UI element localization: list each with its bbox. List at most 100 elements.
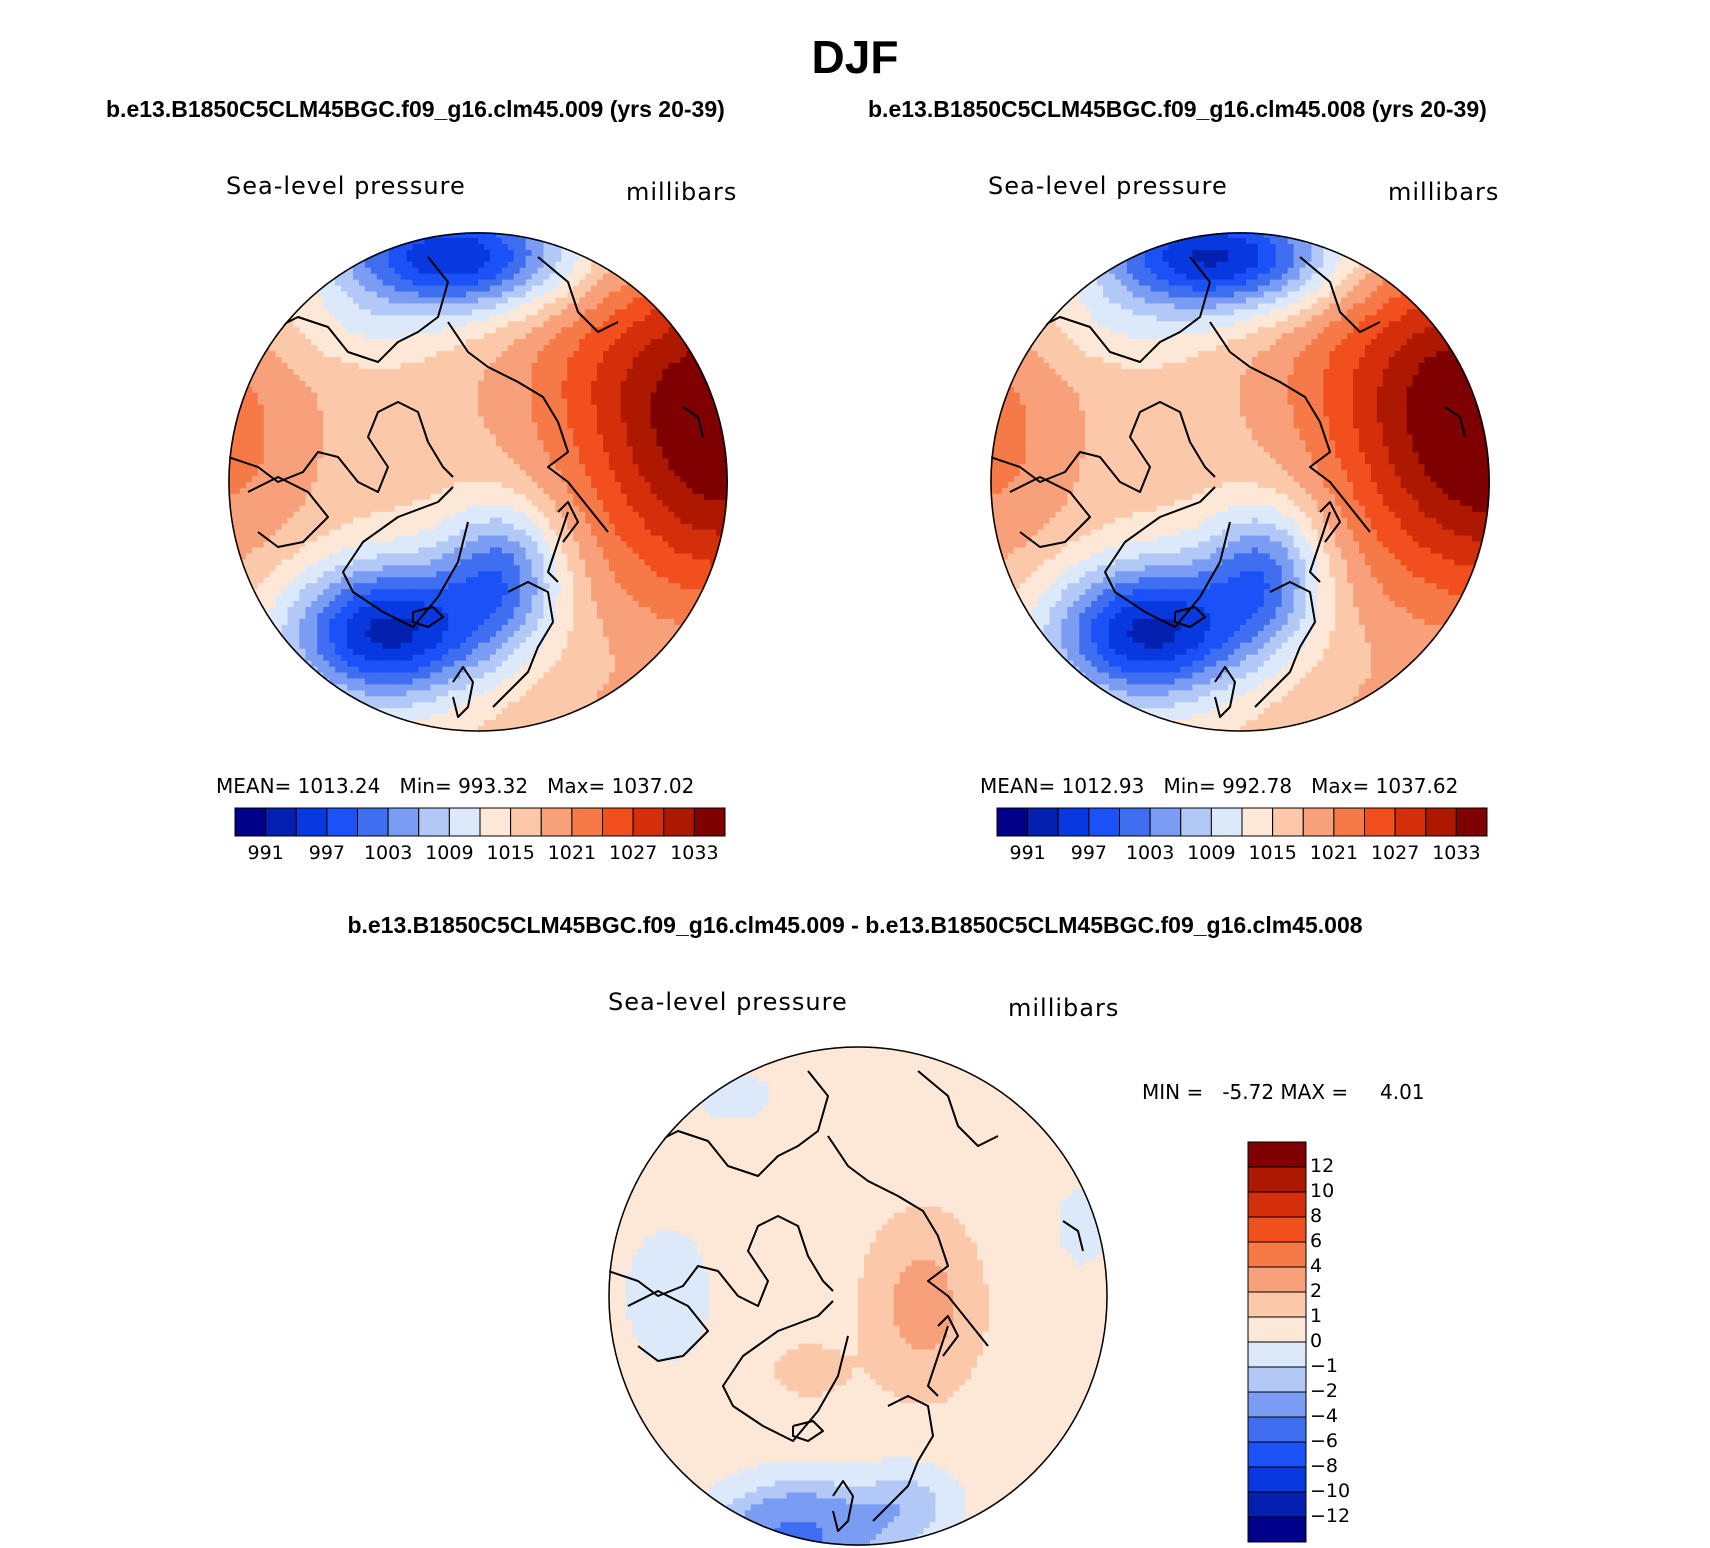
field-cell (353, 714, 360, 721)
field-cell (472, 255, 479, 263)
field-cell (472, 612, 479, 620)
field-cell (370, 422, 378, 430)
field-cell (287, 595, 295, 602)
field-cell (406, 553, 414, 560)
field-cell (239, 648, 247, 656)
field-cell (364, 595, 372, 602)
field-cell (424, 612, 431, 620)
field-cell (323, 303, 330, 310)
field-cell (561, 678, 568, 685)
field-cell (299, 666, 306, 674)
field-cell (460, 309, 467, 316)
field-cell (483, 583, 491, 590)
field-cell (257, 362, 265, 370)
field-cell (293, 434, 301, 441)
field-cell (495, 595, 503, 602)
field-cell (323, 684, 330, 691)
field-cell (400, 428, 408, 435)
field-cell (543, 285, 551, 293)
field-cell (436, 392, 443, 400)
field-cell (299, 499, 306, 507)
field-cell (394, 642, 402, 650)
field-cell (430, 714, 437, 721)
field-cell (263, 285, 271, 293)
field-cell (287, 357, 295, 364)
field-cell (317, 565, 324, 572)
field-cell (329, 303, 336, 310)
field-cell (341, 273, 348, 281)
field-cell (549, 362, 556, 370)
field-cell (245, 648, 253, 656)
field-cell (573, 529, 580, 537)
field-cell (287, 398, 295, 406)
field-cell (460, 321, 467, 328)
field-cell (412, 541, 420, 549)
field-cell (239, 428, 247, 435)
field-cell (239, 547, 247, 555)
field-cell (329, 333, 336, 340)
field-cell (376, 517, 384, 525)
field-cell (418, 368, 426, 376)
field-cell (293, 285, 301, 293)
field-cell (555, 321, 562, 328)
field-cell (329, 476, 336, 483)
field-cell (555, 237, 562, 245)
field-cell (454, 624, 461, 632)
field-cell (555, 327, 562, 334)
field-cell (513, 249, 521, 257)
field-cell (364, 505, 372, 513)
field-cell (436, 380, 443, 388)
field-cell (311, 279, 318, 287)
field-cell (347, 666, 354, 674)
field-cell (269, 636, 277, 644)
field-cell (573, 583, 580, 590)
field-cell (364, 291, 372, 299)
field-cell (382, 684, 390, 691)
field-cell (364, 482, 372, 489)
field-cell (430, 702, 437, 709)
field-cell (269, 714, 277, 721)
field-cell (341, 547, 348, 555)
field-cell (531, 452, 539, 459)
field-cell (483, 535, 491, 543)
field-cell (305, 446, 312, 453)
field-cell (317, 315, 324, 322)
field-cell (507, 666, 515, 674)
field-cell (347, 321, 354, 328)
field-cell (567, 333, 574, 340)
field-cell (329, 612, 336, 620)
field-cell (472, 297, 479, 305)
field-cell (251, 535, 259, 543)
field-cell (251, 416, 259, 424)
field-cell (233, 273, 241, 281)
field-cell (573, 726, 580, 732)
field-cell (275, 618, 283, 626)
field-cell (281, 577, 289, 584)
field-cell (573, 577, 580, 584)
field-cell (311, 601, 318, 608)
field-cell (358, 285, 366, 293)
field-cell (335, 714, 342, 721)
field-cell (460, 345, 467, 352)
field-cell (460, 392, 467, 400)
field-cell (460, 291, 467, 299)
field-cell (353, 517, 360, 525)
field-cell (555, 339, 562, 346)
field-cell (347, 315, 354, 322)
field-cell (412, 386, 420, 394)
field-cell (466, 351, 473, 358)
field-cell (543, 374, 551, 382)
field-cell (543, 422, 551, 430)
field-cell (489, 595, 497, 602)
field-cell (257, 398, 265, 406)
field-cell (394, 547, 402, 555)
field-cell (228, 309, 235, 316)
field-cell (263, 559, 271, 566)
field-cell (436, 517, 443, 525)
field-cell (472, 618, 479, 626)
field-cell (293, 642, 301, 650)
field-cell (483, 232, 491, 239)
field-cell (376, 416, 384, 424)
field-cell (358, 416, 366, 424)
field-cell (543, 327, 551, 334)
